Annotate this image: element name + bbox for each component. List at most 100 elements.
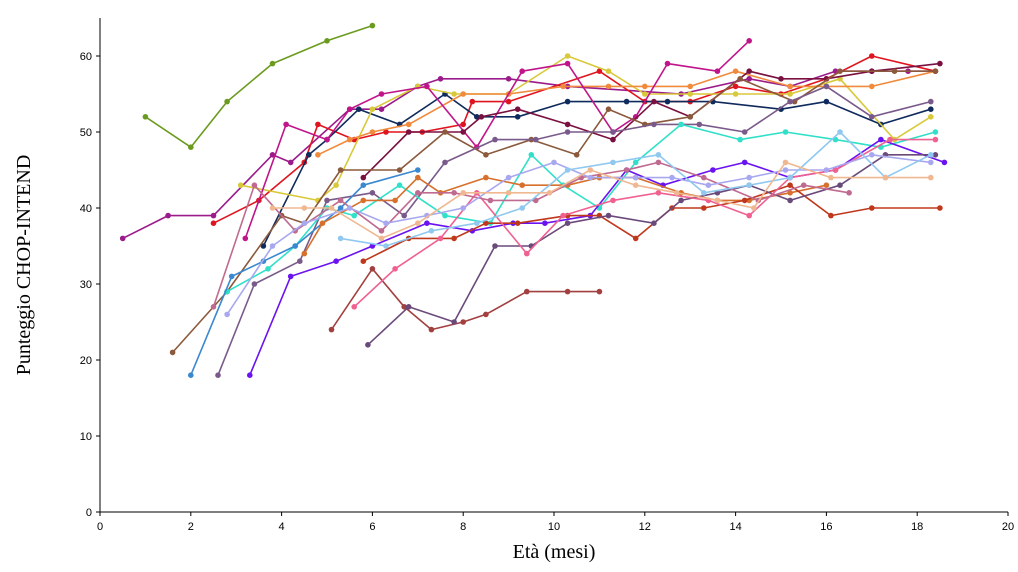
data-point (651, 98, 657, 105)
data-point (932, 129, 939, 135)
series-line (213, 55, 936, 224)
data-point (832, 167, 839, 173)
data-point (701, 205, 707, 211)
data-point (405, 129, 412, 135)
data-point (251, 281, 258, 287)
data-point (828, 174, 834, 181)
x-tick-label: 16 (820, 521, 832, 533)
x-tick-label: 2 (188, 521, 194, 533)
data-point (741, 129, 748, 135)
data-point (460, 205, 467, 211)
data-point (542, 220, 548, 226)
data-point (337, 167, 344, 173)
data-point (782, 159, 789, 166)
data-point (360, 182, 367, 188)
data-point (891, 68, 898, 74)
data-point (269, 243, 276, 249)
data-point (346, 136, 353, 143)
data-point (247, 372, 253, 379)
data-point (928, 174, 934, 181)
data-point (424, 220, 430, 226)
x-tick-label: 12 (639, 521, 651, 533)
data-point (837, 182, 843, 188)
x-tick-label: 4 (279, 521, 285, 533)
data-point (687, 114, 693, 120)
series-line (172, 70, 936, 353)
data-point (787, 197, 793, 204)
x-tick-label: 6 (369, 521, 375, 533)
series-line (244, 40, 750, 239)
data-point (928, 114, 934, 120)
data-point (564, 167, 571, 173)
data-point (664, 98, 671, 105)
data-point (378, 228, 385, 234)
data-point (228, 273, 235, 280)
data-point (315, 152, 321, 158)
data-point (651, 121, 657, 128)
data-point (224, 98, 230, 105)
y-tick-label: 60 (80, 51, 92, 63)
data-point (560, 212, 566, 219)
data-point (492, 136, 498, 143)
series-line (340, 131, 932, 247)
data-point (383, 220, 389, 226)
data-point (928, 106, 934, 112)
series-8 (360, 60, 943, 181)
series-11 (224, 121, 939, 295)
data-point (210, 220, 217, 226)
data-point (474, 114, 480, 120)
data-point (787, 98, 793, 105)
data-point (519, 205, 525, 211)
data-point (451, 235, 457, 242)
x-axis-ticks: 0 2 4 6 8 10 12 14 16 18 20 (97, 512, 1014, 533)
data-point (324, 197, 330, 204)
data-point (787, 174, 793, 181)
data-point (333, 182, 339, 188)
data-point (260, 243, 267, 249)
data-point (746, 68, 752, 74)
x-axis-title: Età (mesi) (513, 541, 596, 563)
series-9 (169, 68, 939, 356)
data-point (306, 152, 312, 158)
data-point (328, 205, 335, 211)
data-point (119, 235, 126, 242)
x-tick-label: 20 (1002, 521, 1014, 533)
data-point (415, 174, 421, 181)
data-point (210, 212, 217, 219)
data-point (787, 190, 793, 196)
series-line (362, 62, 940, 179)
data-point (869, 205, 875, 211)
data-point (678, 197, 684, 204)
data-point (142, 114, 149, 120)
data-point (882, 174, 889, 181)
data-point (655, 152, 662, 158)
data-point (741, 159, 748, 166)
data-point (505, 174, 512, 181)
data-point (732, 83, 739, 90)
data-point (737, 76, 743, 82)
data-point (533, 197, 539, 204)
data-point (514, 106, 521, 112)
y-tick-label: 30 (80, 279, 92, 291)
series-line (262, 93, 932, 247)
data-point (396, 167, 403, 173)
data-point (837, 68, 843, 74)
data-point (301, 205, 308, 211)
data-point (337, 235, 344, 242)
data-point (710, 167, 716, 173)
data-point (701, 190, 707, 196)
data-point (356, 106, 362, 112)
data-point (941, 159, 948, 166)
data-point (505, 76, 512, 82)
data-point (324, 136, 330, 143)
y-axis-ticks: 0 10 20 30 40 50 60 (80, 51, 100, 519)
data-point (596, 288, 603, 295)
data-point (564, 53, 571, 59)
data-point (642, 91, 648, 97)
series-6 (315, 68, 939, 158)
data-point (623, 98, 630, 105)
data-point (505, 190, 512, 196)
data-point (787, 91, 793, 97)
data-point (442, 159, 448, 166)
series-16 (328, 266, 603, 333)
